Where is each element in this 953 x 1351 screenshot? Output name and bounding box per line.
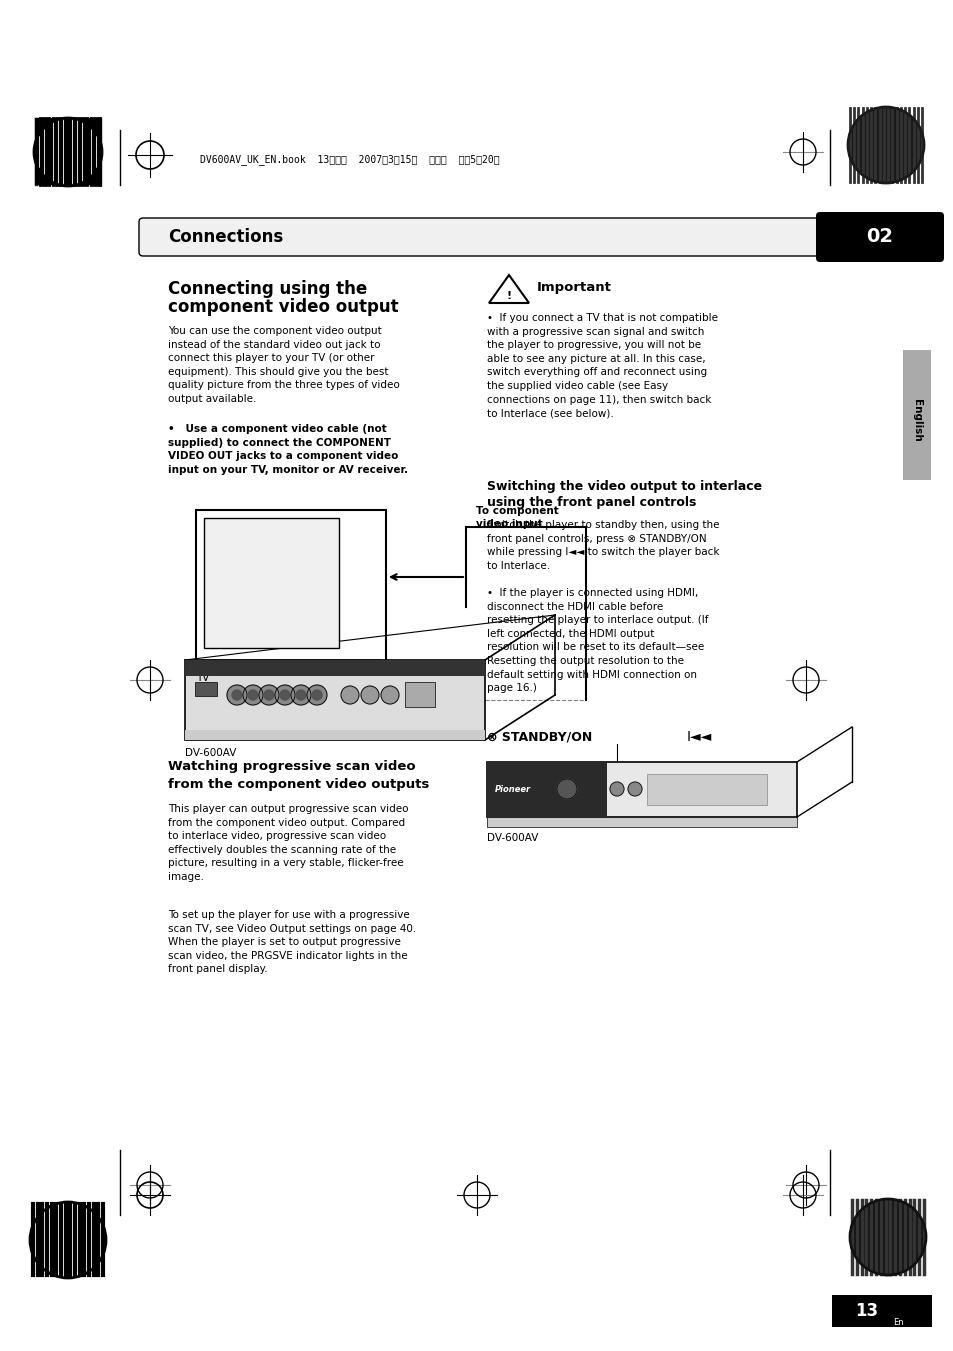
- Bar: [486, 762, 796, 817]
- Circle shape: [307, 685, 327, 705]
- Bar: [185, 661, 484, 740]
- Text: Important: Important: [537, 281, 611, 295]
- Text: 13: 13: [854, 1302, 877, 1320]
- Bar: [201, 659, 380, 665]
- Circle shape: [557, 780, 577, 798]
- Text: •  If the player is connected using HDMI,
disconnect the HDMI cable before
reset: • If the player is connected using HDMI,…: [486, 588, 708, 693]
- Text: I◄◄: I◄◄: [686, 730, 712, 744]
- Circle shape: [312, 690, 322, 700]
- Circle shape: [360, 686, 378, 704]
- Bar: [195, 509, 386, 665]
- Circle shape: [30, 1202, 106, 1278]
- Text: Connections: Connections: [168, 228, 283, 246]
- Text: !: !: [506, 290, 511, 301]
- FancyBboxPatch shape: [815, 212, 943, 262]
- Text: En: En: [892, 1319, 902, 1327]
- Bar: [405, 682, 435, 707]
- Text: DV-600AV: DV-600AV: [486, 834, 537, 843]
- Bar: [185, 730, 484, 740]
- Bar: [486, 817, 796, 827]
- Bar: [185, 661, 484, 676]
- Circle shape: [380, 686, 398, 704]
- Text: You can use the component video output
instead of the standard video out jack to: You can use the component video output i…: [168, 326, 399, 404]
- Text: Connecting using the: Connecting using the: [168, 280, 367, 299]
- Text: 02: 02: [865, 227, 893, 246]
- Circle shape: [227, 685, 247, 705]
- Text: Switch the player to standby then, using the
front panel controls, press ⊗ STAND: Switch the player to standby then, using…: [486, 520, 719, 571]
- FancyBboxPatch shape: [139, 218, 908, 255]
- Bar: [646, 774, 766, 805]
- Text: Watching progressive scan video: Watching progressive scan video: [168, 761, 416, 773]
- Circle shape: [34, 118, 102, 186]
- Text: component video output: component video output: [168, 299, 398, 316]
- Text: from the component video outputs: from the component video outputs: [168, 778, 429, 790]
- Text: English: English: [911, 399, 921, 442]
- Circle shape: [243, 685, 263, 705]
- Circle shape: [340, 686, 358, 704]
- Bar: [486, 762, 606, 817]
- Bar: [902, 350, 930, 480]
- Circle shape: [291, 685, 311, 705]
- Circle shape: [232, 690, 242, 700]
- Bar: [204, 517, 338, 648]
- Circle shape: [847, 107, 923, 182]
- Text: Pioneer: Pioneer: [495, 785, 531, 793]
- Circle shape: [34, 118, 102, 186]
- Bar: [831, 1296, 931, 1327]
- Circle shape: [274, 685, 294, 705]
- Circle shape: [264, 690, 274, 700]
- Circle shape: [849, 1198, 925, 1275]
- Text: ⊗ STANDBY/ON: ⊗ STANDBY/ON: [486, 730, 592, 743]
- Text: Switching the video output to interlace: Switching the video output to interlace: [486, 480, 761, 493]
- Text: This player can output progressive scan video
from the component video output. C: This player can output progressive scan …: [168, 804, 408, 882]
- Text: •   Use a component video cable (not
supplied) to connect the COMPONENT
VIDEO OU: • Use a component video cable (not suppl…: [168, 424, 408, 474]
- Circle shape: [248, 690, 257, 700]
- Text: DV-600AV: DV-600AV: [185, 748, 236, 758]
- Circle shape: [627, 782, 641, 796]
- Circle shape: [258, 685, 278, 705]
- Text: TV: TV: [195, 673, 209, 684]
- Bar: [194, 682, 216, 696]
- Text: DV600AV_UK_EN.book  13ページ  2007年3月15日  木曜日  午後5時20分: DV600AV_UK_EN.book 13ページ 2007年3月15日 木曜日 …: [200, 154, 499, 165]
- Text: To component
video input: To component video input: [476, 505, 558, 530]
- Circle shape: [609, 782, 623, 796]
- Text: •  If you connect a TV that is not compatible
with a progressive scan signal and: • If you connect a TV that is not compat…: [486, 313, 718, 419]
- Text: using the front panel controls: using the front panel controls: [486, 496, 696, 509]
- Text: To set up the player for use with a progressive
scan TV, see Video Output settin: To set up the player for use with a prog…: [168, 911, 416, 974]
- Circle shape: [280, 690, 290, 700]
- Circle shape: [295, 690, 306, 700]
